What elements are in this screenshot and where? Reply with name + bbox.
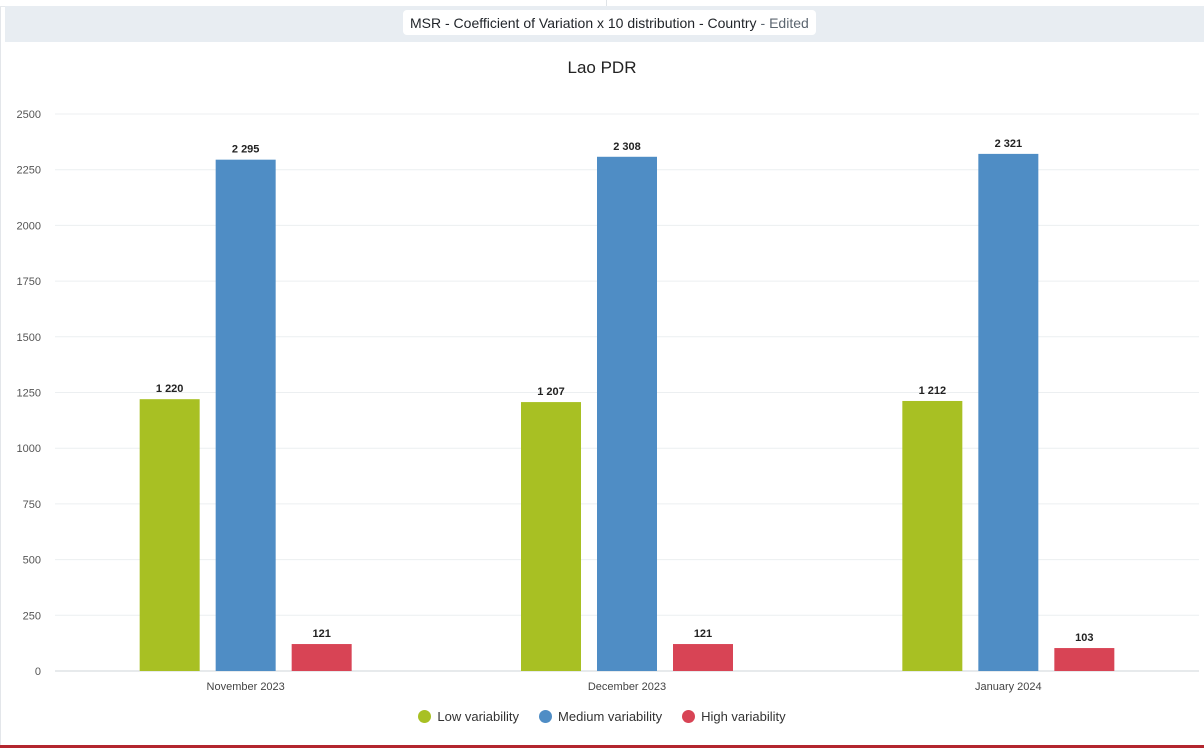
legend-label: High variability: [701, 709, 786, 724]
legend-marker: [539, 710, 553, 723]
data-label: 2 295: [232, 144, 260, 156]
data-label: 1 207: [537, 386, 565, 398]
bar: [978, 153, 1039, 671]
y-tick-label: 1500: [17, 332, 41, 344]
data-label: 1 220: [156, 383, 184, 395]
chart-header-title[interactable]: MSR - Coefficient of Variation x 10 dist…: [403, 10, 816, 35]
data-label: 103: [1075, 632, 1093, 644]
y-tick-label: 1250: [17, 388, 41, 400]
legend-item[interactable]: Low variability: [418, 709, 519, 724]
y-tick-label: 1000: [17, 443, 41, 455]
legend-label: Medium variability: [558, 709, 663, 724]
legend-item[interactable]: High variability: [682, 709, 786, 724]
bar: [291, 644, 352, 671]
y-tick-label: 2250: [17, 165, 41, 177]
y-tick-label: 250: [23, 610, 41, 622]
bottom-accent-line: [0, 745, 1204, 748]
x-tick-label: November 2023: [207, 681, 285, 693]
data-label: 2 308: [613, 141, 641, 153]
edited-status: - Edited: [760, 14, 809, 31]
chart-title: Lao PDR: [567, 58, 637, 77]
y-tick-label: 1750: [17, 276, 41, 288]
y-tick-label: 500: [23, 555, 41, 567]
y-tick-label: 0: [35, 666, 41, 678]
bar: [1054, 648, 1115, 671]
x-tick-label: January 2024: [975, 681, 1042, 693]
chart-header-title-text: MSR - Coefficient of Variation x 10 dist…: [410, 14, 757, 31]
bar: [597, 156, 657, 672]
legend-marker: [418, 710, 432, 723]
legend: Low variability Medium variability High va…: [0, 709, 1204, 724]
legend-marker: [682, 710, 696, 723]
data-label: 121: [312, 628, 330, 640]
legend-item[interactable]: Medium variability: [539, 709, 662, 724]
bar: [139, 399, 200, 671]
y-tick-label: 750: [23, 499, 41, 511]
bar: [673, 644, 733, 671]
data-label: 2 321: [995, 138, 1023, 150]
data-label: 1 212: [919, 385, 947, 397]
bar: [521, 402, 581, 671]
divider: [606, 0, 607, 6]
y-tick-label: 2500: [17, 109, 41, 121]
y-tick-label: 2000: [17, 220, 41, 232]
bar: [215, 159, 276, 671]
legend-label: Low variability: [437, 709, 520, 724]
bar: [902, 400, 963, 671]
x-tick-label: December 2023: [588, 681, 666, 693]
data-label: 121: [694, 628, 712, 640]
